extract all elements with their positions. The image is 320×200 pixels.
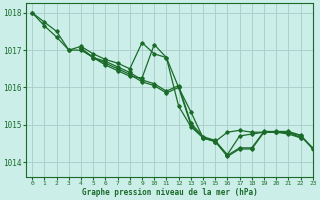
X-axis label: Graphe pression niveau de la mer (hPa): Graphe pression niveau de la mer (hPa) xyxy=(82,188,257,197)
